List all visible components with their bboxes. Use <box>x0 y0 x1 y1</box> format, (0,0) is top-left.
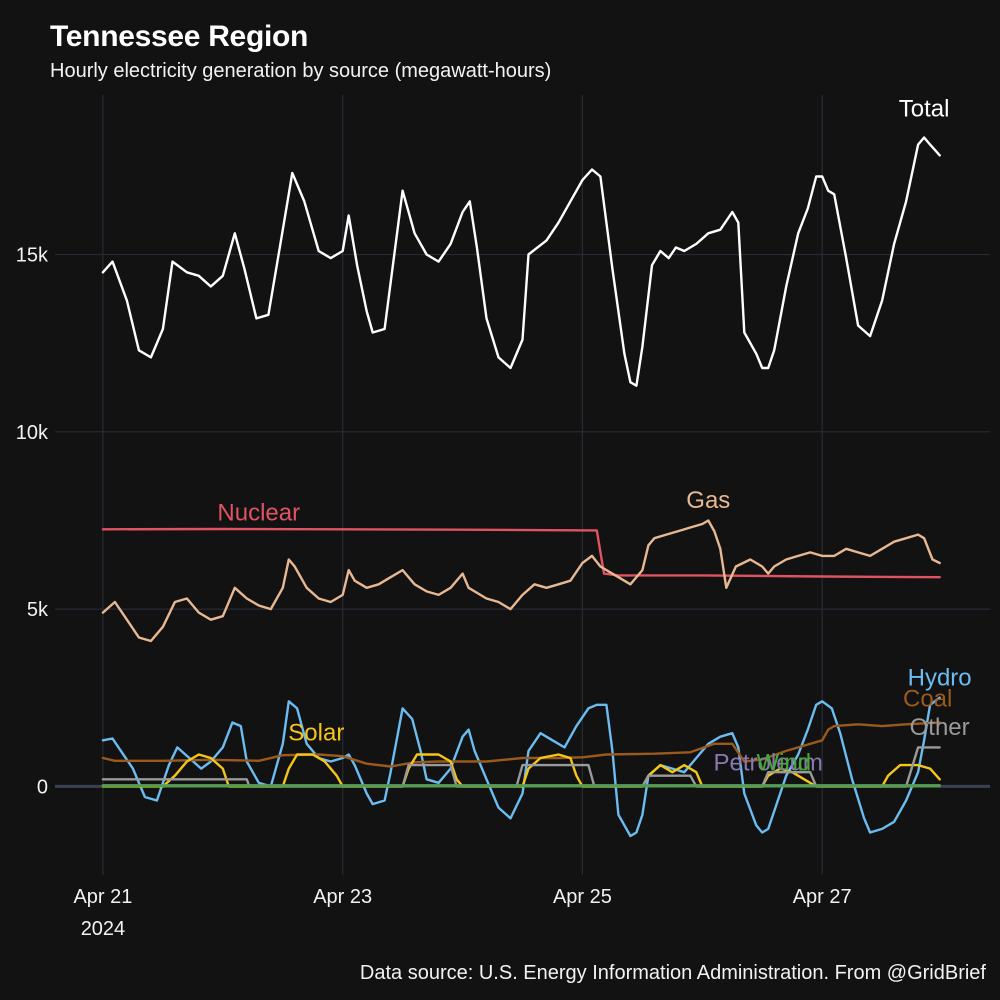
x-tick-label: Apr 23 <box>313 886 372 908</box>
x-tick-label: Apr 27 <box>793 886 852 908</box>
series-line-hydro <box>101 696 941 838</box>
x-tick-label: Apr 25 <box>553 886 612 908</box>
series-label-other: Other <box>910 714 970 741</box>
series-label-coal: Coal <box>903 686 952 713</box>
series-label-petroleum: Petroleum <box>714 749 823 776</box>
x-tick-sublabel: 2024 <box>81 918 126 940</box>
series-line-coal <box>101 721 941 768</box>
data-source-caption: Data source: U.S. Energy Information Adm… <box>359 962 986 984</box>
series-label-nuclear: Nuclear <box>217 499 300 526</box>
series-label-hydro: Hydro <box>908 664 972 691</box>
chart-title: Tennessee Region <box>50 20 309 53</box>
series-label-total: Total <box>899 95 950 122</box>
y-tick-label: 15k <box>16 245 49 267</box>
y-tick-label: 10k <box>16 422 49 444</box>
y-tick-label: 5k <box>27 599 49 621</box>
x-tick-label: Apr 21 <box>73 886 132 908</box>
series-label-gas: Gas <box>686 487 730 514</box>
series-line-total <box>101 136 941 387</box>
y-tick-label: 0 <box>37 776 48 798</box>
series-line-gas <box>101 519 941 643</box>
series-label-solar: Solar <box>288 719 344 746</box>
chart-subtitle: Hourly electricity generation by source … <box>50 60 552 82</box>
series-label-wind: Wind <box>756 749 811 776</box>
series-line-nuclear <box>101 527 941 579</box>
